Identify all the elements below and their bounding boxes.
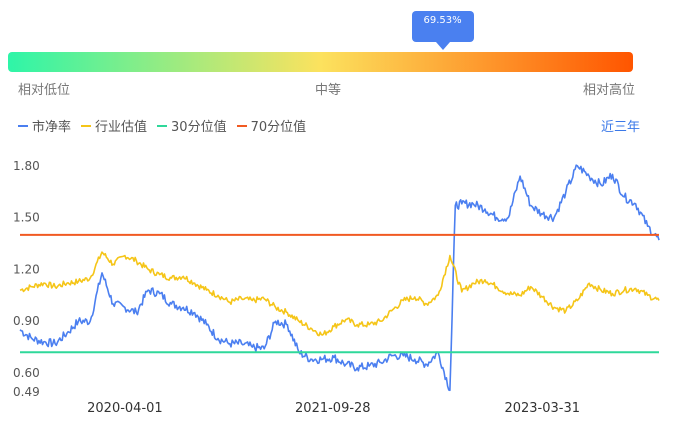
y-tick-label: 0.49	[13, 385, 40, 399]
legend-label-industry: 行业估值	[95, 120, 148, 135]
percentile-tooltip-arrow	[435, 42, 450, 50]
chart-legend: 市净率 行业估值 30分位值 70分位值	[18, 116, 316, 135]
legend-item-pb[interactable]: 市净率	[18, 116, 71, 135]
gauge-mid-label: 中等	[315, 83, 342, 98]
legend-swatch-p30	[157, 124, 168, 127]
legend-label-pb: 市净率	[32, 120, 72, 135]
legend-label-p30: 30分位值	[171, 120, 227, 135]
legend-swatch-pb	[18, 124, 28, 127]
period-selector-button[interactable]: 近三年	[600, 120, 640, 135]
gauge-high-label: 相对高位	[583, 83, 636, 98]
y-tick-label: 1.50	[13, 211, 40, 225]
x-tick-label: 2023-03-31	[504, 401, 580, 416]
legend-item-industry[interactable]: 行业估值	[81, 116, 147, 135]
y-tick-label: 1.20	[13, 262, 40, 276]
legend-label-p70: 70分位值	[250, 120, 307, 135]
legend-item-p70[interactable]: 70分位值	[236, 116, 307, 135]
gauge-low-label: 相对低位	[18, 83, 71, 98]
y-tick-label: 0.60	[13, 366, 40, 380]
percentile-tooltip: 69.53%	[411, 11, 474, 42]
legend-swatch-industry	[81, 124, 92, 127]
x-tick-label: 2021-09-28	[295, 401, 371, 416]
legend-swatch-p70	[236, 124, 247, 127]
x-tick-label: 2020-04-01	[87, 401, 163, 416]
series-line-pb	[19, 164, 660, 392]
y-tick-label: 1.80	[13, 159, 40, 173]
valuation-gauge-bar	[8, 52, 633, 72]
series-line-industry	[19, 251, 660, 337]
legend-item-p30[interactable]: 30分位值	[157, 116, 227, 135]
y-tick-label: 0.90	[13, 314, 40, 328]
percentile-value: 69.53%	[423, 15, 462, 26]
